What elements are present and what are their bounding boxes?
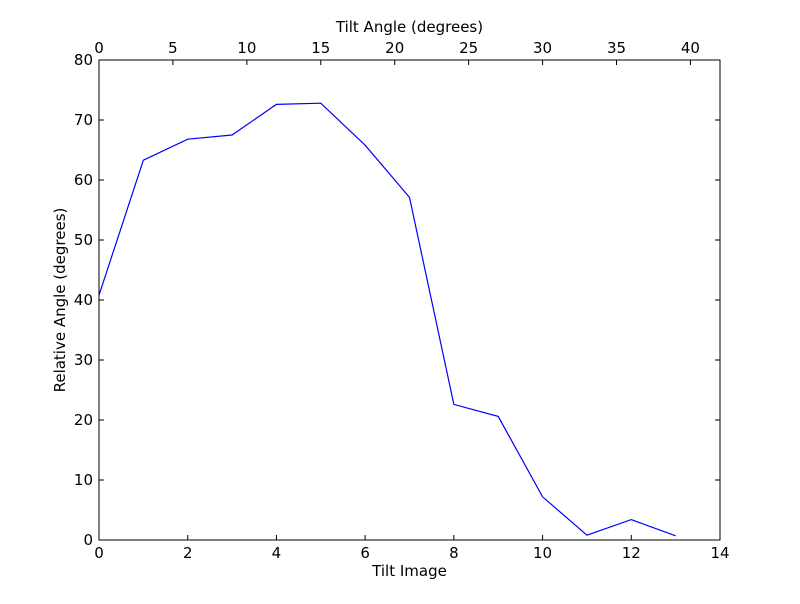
y-tick-label: 0 bbox=[83, 531, 93, 549]
y-tick-label: 50 bbox=[74, 231, 93, 249]
top-axis-label: Tilt Angle (degrees) bbox=[335, 18, 483, 36]
top-tick-label: 10 bbox=[237, 39, 256, 57]
top-tick-label: 15 bbox=[311, 39, 330, 57]
plot-frame bbox=[99, 60, 720, 540]
tick-layer: 0 2 4 6 8 10 12 14 0 5 10 15 20 25 30 35 40 0 10 20 30 40 50 60… bbox=[74, 39, 730, 562]
y-tick-label: 30 bbox=[74, 351, 93, 369]
y-tick-label: 80 bbox=[74, 51, 93, 69]
top-tick-label: 0 bbox=[94, 39, 104, 57]
x-tick-label: 6 bbox=[360, 544, 370, 562]
top-tick-label: 40 bbox=[681, 39, 700, 57]
y-tick-label: 40 bbox=[74, 291, 93, 309]
x-tick-label: 12 bbox=[622, 544, 641, 562]
x-tick-label: 14 bbox=[710, 544, 729, 562]
top-tick-label: 20 bbox=[385, 39, 404, 57]
y-tick-label: 60 bbox=[74, 171, 93, 189]
y-tick-label: 10 bbox=[74, 471, 93, 489]
x-tick-label: 0 bbox=[94, 544, 104, 562]
series-layer bbox=[99, 103, 676, 536]
y-axis-label: Relative Angle (degrees) bbox=[51, 208, 69, 393]
x-tick-label: 4 bbox=[272, 544, 282, 562]
top-tick-label: 35 bbox=[607, 39, 626, 57]
x-tick-label: 10 bbox=[533, 544, 552, 562]
top-tick-label: 25 bbox=[459, 39, 478, 57]
y-tick-label: 70 bbox=[74, 111, 93, 129]
x-tick-label: 2 bbox=[183, 544, 193, 562]
top-tick-label: 30 bbox=[533, 39, 552, 57]
top-tick-label: 5 bbox=[168, 39, 178, 57]
x-tick-label: 8 bbox=[449, 544, 459, 562]
y-tick-label: 20 bbox=[74, 411, 93, 429]
x-axis-label: Tilt Image bbox=[371, 562, 447, 580]
series-line bbox=[99, 103, 676, 536]
